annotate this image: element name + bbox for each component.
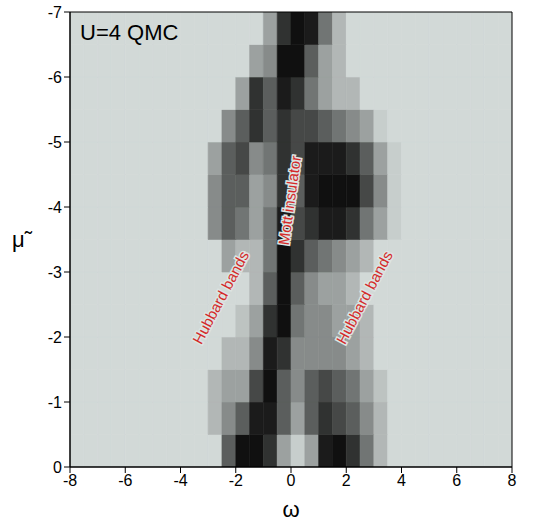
svg-text:-3: -3 — [48, 264, 62, 281]
svg-text:-1: -1 — [48, 394, 62, 411]
svg-text:μ̃: μ̃ — [12, 227, 33, 252]
svg-text:-5: -5 — [48, 134, 62, 151]
svg-text:-2: -2 — [48, 329, 62, 346]
svg-text:-6: -6 — [118, 472, 132, 489]
svg-text:Hubbard bands: Hubbard bands — [333, 248, 396, 347]
svg-text:-6: -6 — [48, 69, 62, 86]
svg-text:Hubbard bands: Hubbard bands — [189, 248, 252, 347]
svg-text:2: 2 — [342, 472, 351, 489]
svg-text:0: 0 — [53, 459, 62, 476]
html-text:U=4 QMC: U=4 QMC — [80, 20, 179, 45]
svg-text:8: 8 — [508, 472, 517, 489]
svg-text:-2: -2 — [229, 472, 243, 489]
svg-text:ω: ω — [282, 497, 299, 522]
svg-text:-4: -4 — [48, 199, 62, 216]
svg-text:Mott insulator: Mott insulator — [275, 155, 304, 247]
svg-text:-4: -4 — [173, 472, 187, 489]
svg-text:6: 6 — [452, 472, 461, 489]
svg-text:-8: -8 — [63, 472, 77, 489]
svg-text:-7: -7 — [48, 4, 62, 21]
svg-text:0: 0 — [287, 472, 296, 489]
svg-text:4: 4 — [397, 472, 406, 489]
